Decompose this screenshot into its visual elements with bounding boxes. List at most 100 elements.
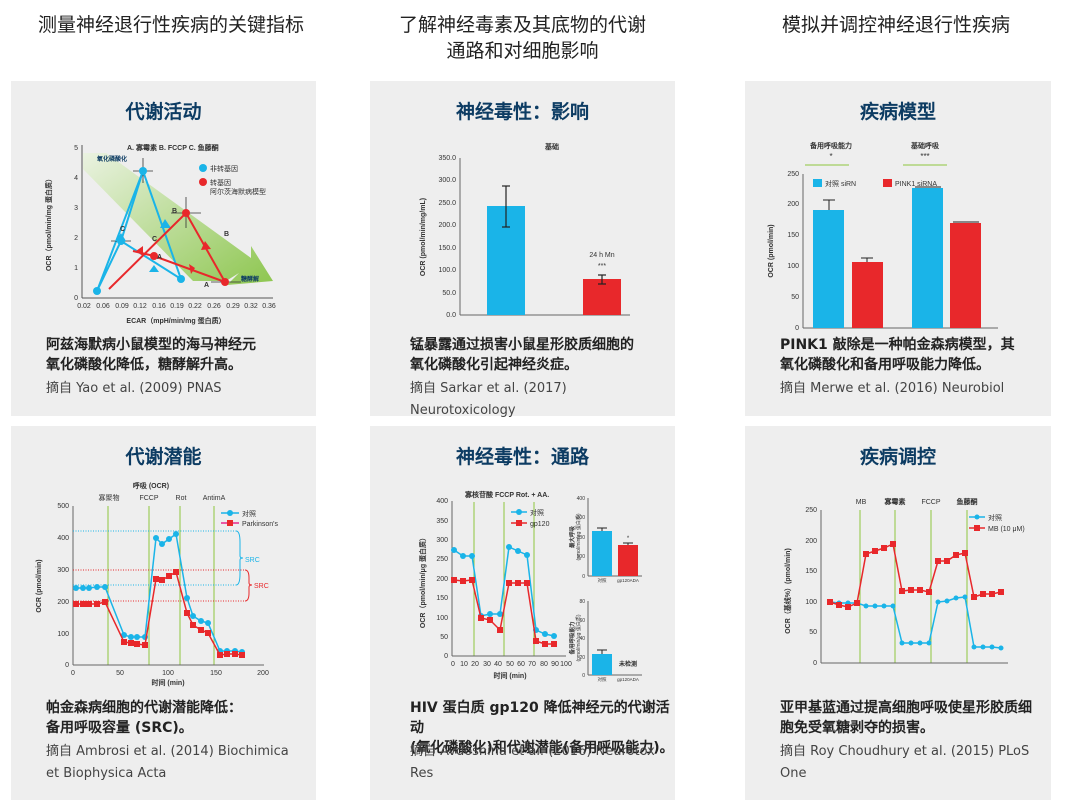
svg-text:100: 100 [57, 631, 69, 638]
y-axis-label: OCR (pmol/min/mg/mL) [420, 198, 427, 276]
svg-text:0.0: 0.0 [446, 312, 456, 319]
desc-line1: HIV 蛋白质 gp120 降低神经元的代谢活动 [410, 700, 670, 736]
svg-text:150: 150 [436, 595, 448, 602]
bar-src-control [813, 210, 844, 328]
svg-text:300.0: 300.0 [438, 177, 456, 184]
panel-neurotoxicity-impact: 神经毒性：影响 基础 0.0 50.0 100.0 150.0 200.0 250.0 … [370, 81, 675, 418]
panel-description: 阿兹海默病小鼠模型的海马神经元 氧化磷酸化降低，糖酵解升高。 [46, 335, 256, 375]
desc-line1: 锰暴露通过损害小鼠星形胶质细胞的 [410, 337, 634, 353]
legend-pink1: PINK1 siRNA [895, 181, 937, 188]
svg-text:0: 0 [444, 653, 448, 660]
legend-parkinsons: Parkinson's [242, 521, 278, 528]
svg-text:AntimA: AntimA [203, 495, 226, 502]
x-axis-label: 时间 (min) [493, 671, 526, 680]
svg-text:最大呼吸: 最大呼吸 [568, 526, 576, 549]
svg-text:0.32: 0.32 [244, 303, 258, 310]
svg-text:5: 5 [74, 145, 78, 152]
svg-text:0.09: 0.09 [115, 303, 129, 310]
column-title-2-line1: 了解神经毒素及其底物的代谢 [398, 14, 646, 36]
svg-text:0.12: 0.12 [133, 303, 147, 310]
svg-text:100: 100 [162, 670, 174, 677]
panel-disease-modulation: 疾病调控 MB 寡霉素 FCCP 鱼藤酮 0 50 100 150 200 250 OCR（… [745, 426, 1051, 800]
citation: 摘自 Roy Choudhury et al. (2015) PLoS One [780, 744, 1030, 781]
svg-text:0.22: 0.22 [188, 303, 202, 310]
svg-text:C: C [152, 236, 157, 243]
svg-text:400: 400 [577, 496, 586, 502]
legend-nontransgenic: 非转基因 [210, 164, 238, 173]
svg-text:100.0: 100.0 [438, 267, 456, 274]
svg-text:0.29: 0.29 [226, 303, 240, 310]
panel-description: PINK1 敲除是一种帕金森病模型，其 氧化磷酸化和备用呼吸能力降低。 [780, 335, 1015, 375]
svg-text:200: 200 [257, 670, 269, 677]
svg-text:4: 4 [74, 175, 78, 182]
svg-text:250: 250 [805, 507, 817, 514]
chart-neurotoxicity-impact: 基础 0.0 50.0 100.0 150.0 200.0 250.0 300.0 350… [420, 142, 630, 319]
desc-line2: 备用呼吸容量 (SRC)。 [46, 720, 193, 736]
desc-line2: 氧化磷酸化和备用呼吸能力降低。 [780, 357, 990, 373]
desc-line2: 氧化磷酸化降低，糖酵解升高。 [46, 357, 242, 373]
svg-text:150: 150 [787, 232, 799, 239]
svg-text:80: 80 [540, 661, 548, 668]
svg-text:gp120ADA: gp120ADA [617, 578, 639, 583]
svg-text:Rot: Rot [176, 495, 187, 502]
svg-text:100: 100 [805, 599, 817, 606]
svg-text:50: 50 [809, 629, 817, 636]
panel-description: 锰暴露通过损害小鼠星形胶质细胞的 氧化磷酸化引起神经炎症。 [410, 335, 634, 375]
svg-text:鱼藤酮: 鱼藤酮 [957, 497, 978, 506]
bar-src-pink1 [852, 262, 883, 328]
svg-text:寡聚物: 寡聚物 [99, 493, 120, 502]
svg-text:0: 0 [451, 661, 455, 668]
svg-text:0: 0 [74, 295, 78, 302]
desc-line1: 亚甲基蓝通过提高细胞呼吸使星形胶质细 [780, 700, 1032, 716]
legend-control: 对照 [242, 509, 256, 518]
y-axis-label: OCR（pmol/min/mg 蛋白质） [44, 175, 53, 271]
annotation-drugs: A. 寡霉素 B. FCCP C. 鱼藤酮 [127, 143, 219, 152]
svg-text:***: *** [920, 152, 929, 161]
svg-text:100: 100 [560, 661, 572, 668]
svg-text:150: 150 [805, 568, 817, 575]
legend-gp120: gp120 [530, 521, 550, 528]
svg-text:200: 200 [57, 599, 69, 606]
svg-text:30: 30 [483, 661, 491, 668]
citation: 摘自 Sarkar et al. (2017) Neurotoxicology [410, 381, 567, 418]
chart-title: 基础 [544, 142, 559, 151]
svg-text:2: 2 [74, 235, 78, 242]
svg-text:0: 0 [71, 670, 75, 677]
panel-metabolic-potential: 代谢潜能 呼吸 (OCR) 寡聚物 FCCP Rot AntimA 0 100 200 3… [11, 426, 316, 800]
citation: 摘自 Merwe et al. (2016) Neurobiol [780, 381, 1005, 396]
inset-max-respiration: 0 100 200 300 400 * 对照 gp120ADA 最大呼吸 (pmol/m… [568, 496, 642, 584]
inset-spare-capacity: 0 20 40 60 80 未检测 对照 gp120ADA 备用呼吸能力 (pmol/m… [568, 599, 642, 683]
svg-text:A: A [157, 254, 162, 261]
svg-text:20: 20 [579, 655, 585, 661]
svg-text:0: 0 [65, 662, 69, 669]
legend-control: 对照 [530, 508, 544, 517]
svg-text:70: 70 [528, 661, 536, 668]
svg-text:3: 3 [74, 205, 78, 212]
svg-text:20: 20 [471, 661, 479, 668]
column-title-2-line2: 通路和对细胞影响 [446, 40, 599, 62]
svg-text:0: 0 [813, 660, 817, 667]
svg-text:100: 100 [577, 554, 586, 560]
citation-line1: 摘自 Ambrosi et al. (2014) Biochimica [46, 744, 289, 759]
svg-text:200: 200 [805, 538, 817, 545]
svg-text:0.19: 0.19 [170, 303, 184, 310]
oxphos-glycolysis-arrow [83, 153, 273, 285]
svg-text:0: 0 [582, 673, 585, 679]
y-axis-label: OCR（pmol/min/μg 蛋白质） [418, 534, 427, 628]
panel-disease-model: 疾病模型 备用呼吸能力 * 基础呼吸 *** 0 50 100 150 200 250 … [745, 81, 1051, 416]
svg-text:gp120ADA: gp120ADA [617, 677, 639, 682]
panel-description: 亚甲基蓝通过提高细胞呼吸使星形胶质细 胞免受氧糖剥夺的损害。 [780, 698, 1032, 738]
desc-line1: PINK1 敲除是一种帕金森病模型，其 [780, 337, 1015, 353]
svg-text:寡霉素: 寡霉素 [884, 497, 906, 506]
citation: 摘自 Yao et al. (2009) PNAS [46, 381, 222, 396]
svg-text:0: 0 [795, 325, 799, 332]
svg-text:60: 60 [579, 618, 585, 624]
svg-text:0.26: 0.26 [207, 303, 221, 310]
svg-text:100: 100 [436, 615, 448, 622]
svg-text:备用呼吸能力: 备用呼吸能力 [809, 141, 852, 150]
chart-disease-modulation: MB 寡霉素 FCCP 鱼藤酮 0 50 100 150 200 250 OCR（基线%）(… [783, 497, 1025, 667]
chart-title: 呼吸 (OCR) [133, 481, 169, 490]
svg-text:0.36: 0.36 [262, 303, 276, 310]
src-label-parkinsons: SRC [254, 583, 269, 590]
